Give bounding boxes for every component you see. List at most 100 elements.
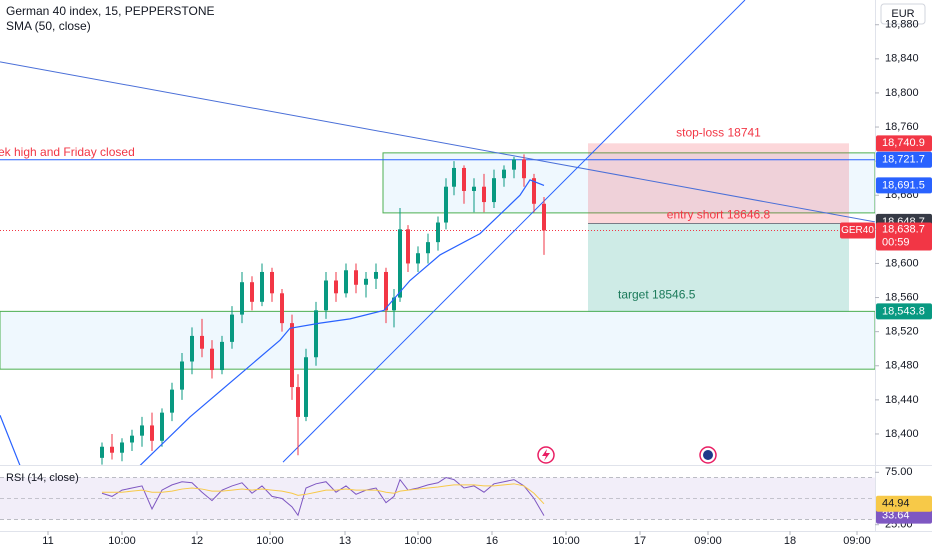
price-label-bg — [876, 135, 932, 152]
rsi-tick-label: 75.00 — [885, 466, 913, 478]
price-label: 18,543.8 — [882, 305, 925, 317]
candle-body — [384, 271, 388, 311]
candle-body — [334, 280, 338, 294]
candle-body — [532, 178, 536, 204]
last-price-label: 18,638.7 — [882, 223, 925, 235]
price-label: 18,691.5 — [882, 179, 925, 191]
event-icon[interactable] — [537, 446, 555, 464]
indicator-label: SMA (50, close) — [6, 19, 91, 33]
symbol-tag-bg — [840, 222, 875, 239]
stop-label: stop-loss 18741 — [676, 125, 761, 139]
x-tick-label: 18 — [784, 535, 796, 547]
candle-body — [344, 270, 348, 294]
y-tick-label: 18,520 — [885, 326, 919, 338]
candle-body — [210, 348, 214, 371]
target-zone — [588, 223, 849, 312]
x-tick-label: 10:00 — [552, 535, 580, 547]
candle-body — [260, 271, 264, 302]
candle-body — [522, 159, 526, 179]
candle-body — [374, 271, 378, 279]
candle-body — [392, 297, 396, 311]
candle-body — [200, 335, 204, 349]
candle-body — [482, 186, 486, 203]
y-tick-label: 18,480 — [885, 360, 919, 372]
x-tick-label: 17 — [634, 535, 646, 547]
candle-body — [296, 387, 300, 417]
y-tick-label: 18,760 — [885, 121, 919, 133]
price-label: 18,721.7 — [882, 154, 925, 166]
x-tick-label: 13 — [339, 535, 351, 547]
candle-body — [190, 335, 194, 362]
candle-body — [120, 442, 124, 453]
zone — [0, 310, 875, 370]
rsi-line — [101, 476, 545, 517]
countdown: 00:59 — [882, 236, 910, 248]
candle-body — [462, 167, 466, 191]
event-icon[interactable] — [699, 446, 717, 464]
candle-body — [542, 203, 546, 231]
x-tick-label: 12 — [191, 535, 203, 547]
x-tick-label: 16 — [486, 535, 498, 547]
candle-body — [324, 280, 328, 311]
symbol-tag: GER40 — [841, 225, 874, 236]
candle-body — [140, 425, 144, 436]
candle-body — [250, 282, 254, 302]
y-tick-label: 18,560 — [885, 291, 919, 303]
rsi-value-bg — [876, 495, 932, 512]
level-label: ek high and Friday closed — [0, 145, 135, 159]
candle-body — [502, 169, 506, 179]
candle-body — [492, 178, 496, 203]
y-tick-label: 18,840 — [885, 53, 919, 65]
rsi-value-label: 33.64 — [882, 510, 910, 522]
x-tick-label: 10:00 — [256, 535, 284, 547]
currency[interactable]: EUR — [891, 8, 914, 20]
candle-body — [150, 425, 154, 441]
candle-body — [230, 314, 234, 342]
candle-body — [130, 435, 134, 443]
rsi-pane — [0, 476, 875, 520]
candle-body — [180, 361, 184, 390]
candle-body — [444, 186, 448, 223]
rsi-title: RSI (14, close) — [6, 472, 79, 484]
sma-line — [0, 179, 545, 465]
price-label: 18,740.9 — [882, 137, 925, 149]
candle-body — [100, 446, 104, 458]
price-label-bg — [876, 303, 932, 320]
candle-body — [452, 167, 456, 187]
chart-title: German 40 index, 15, PEPPERSTONE — [6, 4, 215, 18]
candle-body — [406, 229, 410, 264]
y-tick-label: 18,600 — [885, 257, 919, 269]
trend-line — [0, 61, 875, 223]
trend-line — [282, 0, 746, 463]
x-tick-label: 09:00 — [843, 535, 871, 547]
candle-body — [170, 389, 174, 413]
candle-body — [426, 242, 430, 254]
rsi-line — [102, 483, 545, 505]
x-tick-label: 10:00 — [108, 535, 136, 547]
candle-body — [160, 412, 164, 441]
x-tick-label: 11 — [42, 535, 53, 547]
candle-body — [354, 270, 358, 285]
currency-box[interactable] — [880, 3, 926, 25]
x-tick-label: 09:00 — [694, 535, 722, 547]
y-tick-label: 18,400 — [885, 428, 919, 440]
stop-zone — [588, 143, 849, 224]
overlay: stop-loss 18741 entry short 18646.8 target… — [0, 125, 771, 301]
candle-body — [270, 271, 274, 294]
rsi-value-label: 44.94 — [882, 498, 910, 510]
candle-body — [512, 159, 516, 170]
x-tick-label: 10:00 — [404, 535, 432, 547]
last-price-bg — [876, 222, 932, 251]
price-pane — [0, 0, 875, 465]
candle-body — [290, 323, 294, 388]
candle-body — [416, 253, 420, 264]
candle-body — [472, 186, 476, 191]
candle-body — [110, 446, 114, 453]
y-tick-label: 18,440 — [885, 394, 919, 406]
y-tick-label: 18,800 — [885, 87, 919, 99]
candle-body — [220, 341, 224, 371]
price-label-bg — [876, 177, 932, 194]
candle-body — [240, 282, 244, 315]
candle-body — [436, 222, 440, 243]
